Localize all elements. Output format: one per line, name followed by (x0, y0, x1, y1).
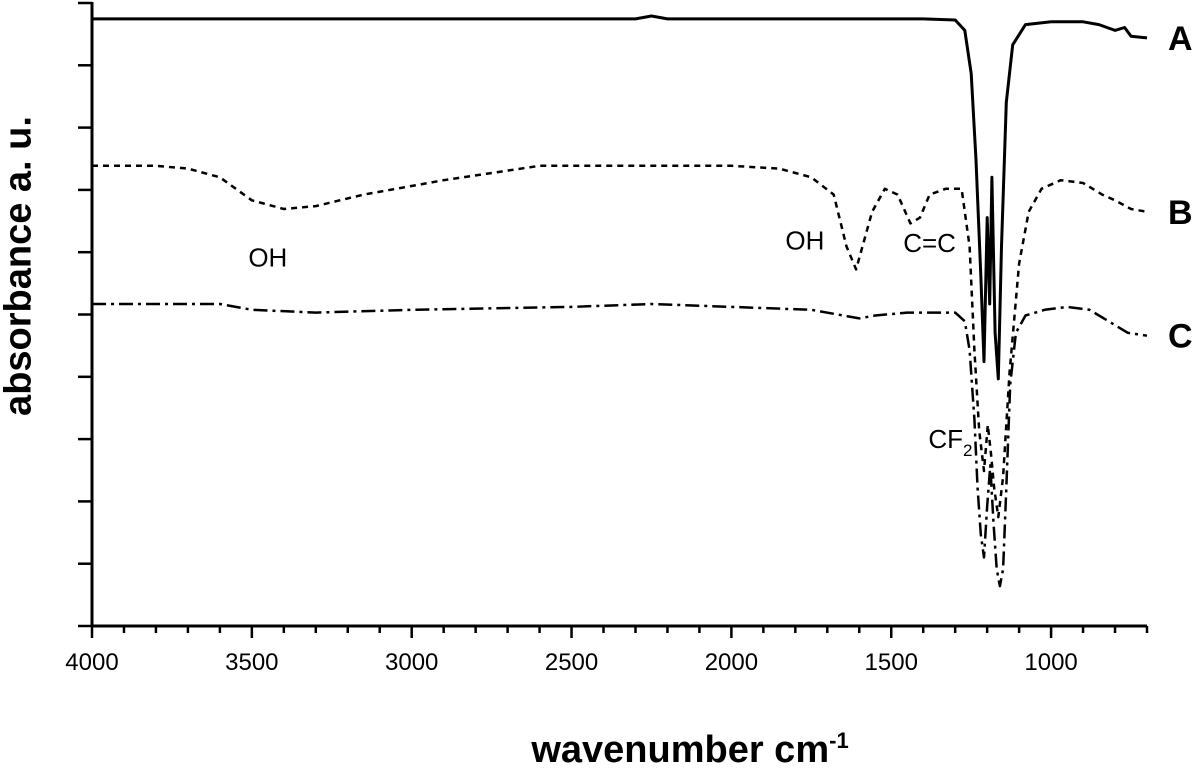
peak-annotation-subscript: 2 (963, 441, 972, 460)
x-tick-label: 3000 (385, 649, 438, 676)
x-tick-label: 2000 (705, 649, 758, 676)
x-axis-label-exponent: -1 (829, 728, 849, 754)
peak-annotation-3: CF2 (928, 424, 972, 460)
x-tick-label: 1000 (1024, 649, 1077, 676)
series-line-c (92, 302, 1148, 588)
y-axis-label: absorbance a. u. (0, 116, 40, 416)
x-tick-label: 3500 (225, 649, 278, 676)
x-tick-label: 1500 (865, 649, 918, 676)
peak-annotation-2: C=C (903, 228, 956, 258)
peak-annotation-0: OH (248, 243, 287, 273)
series-line-b (92, 164, 1148, 519)
series-line-a (92, 14, 1148, 381)
series-label-b: B (1168, 194, 1193, 232)
annotations-group: A B C OH OH C=C CF2 (248, 20, 1192, 460)
series-group (92, 14, 1148, 588)
series-label-a: A (1168, 20, 1193, 58)
series-label-c: C (1168, 318, 1193, 356)
x-tick-label: 4000 (65, 649, 118, 676)
x-tick-label: 2500 (545, 649, 598, 676)
x-axis-label-text: wavenumber cm (531, 728, 830, 771)
axes: 4000 3500 3000 2500 2000 1500 1000 (65, 1, 1149, 676)
peak-annotation-1: OH (785, 225, 824, 255)
x-axis-label: wavenumber cm-1 (531, 728, 848, 772)
